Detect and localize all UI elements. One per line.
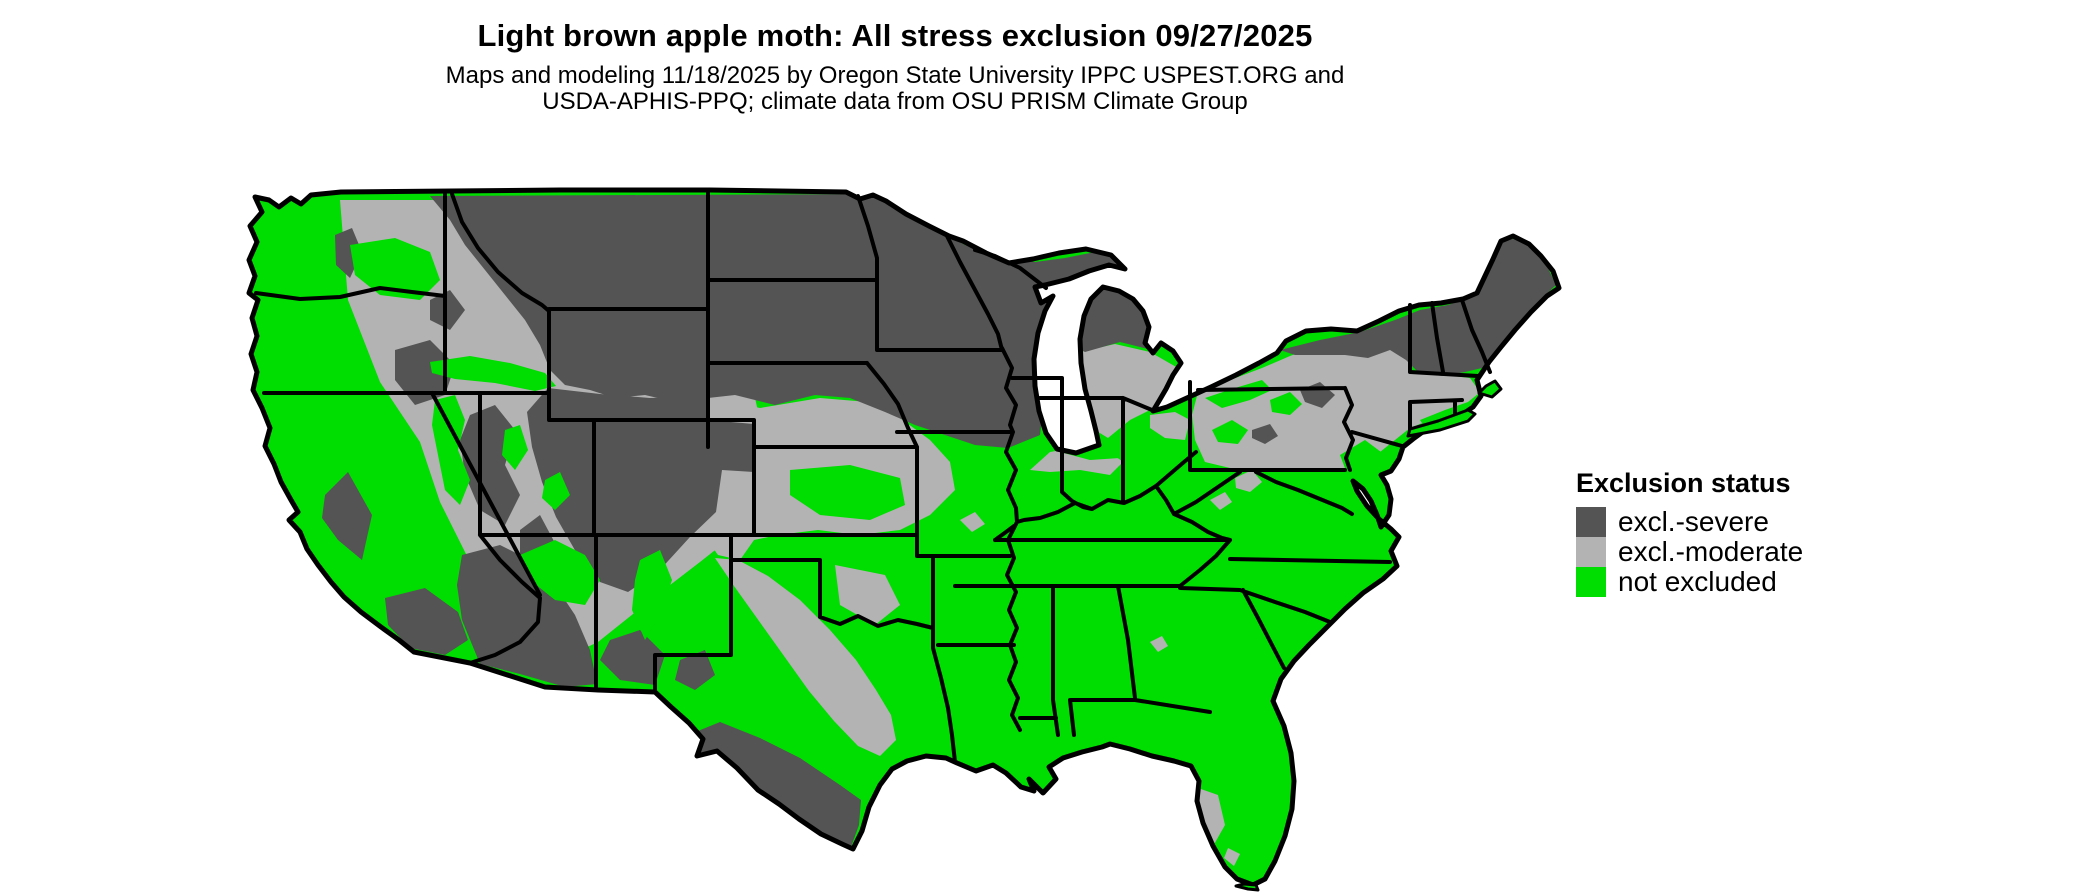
subtitle-line-1: Maps and modeling 11/18/2025 by Oregon S… — [445, 62, 1345, 89]
legend-swatch-severe — [1576, 507, 1606, 537]
legend-item-severe: excl.-severe — [1576, 506, 1803, 537]
us-outline — [246, 187, 1562, 892]
legend-item-not-excluded: not excluded — [1576, 566, 1803, 597]
legend-label-moderate: excl.-moderate — [1618, 536, 1804, 567]
page-title: Light brown apple moth: All stress exclu… — [477, 18, 1313, 53]
subtitle-line-2: USDA-APHIS-PPQ; climate data from OSU PR… — [542, 88, 1248, 115]
legend-swatch-not-excluded — [1576, 567, 1606, 597]
map-speckles-moderate — [960, 470, 1262, 652]
legend: Exclusion status excl.-severe excl.-mode… — [1576, 468, 1803, 597]
cape-cod — [1477, 379, 1503, 399]
long-island — [1406, 408, 1477, 438]
florida-keys — [1234, 882, 1260, 892]
state-borders — [254, 188, 1492, 764]
legend-label-severe: excl.-severe — [1618, 506, 1769, 537]
legend-label-not-excluded: not excluded — [1618, 566, 1777, 597]
legend-swatch-moderate — [1576, 537, 1606, 567]
map-region-severe — [322, 194, 1556, 847]
legend-item-moderate: excl.-moderate — [1576, 536, 1804, 567]
legend-title: Exclusion status — [1576, 468, 1791, 498]
